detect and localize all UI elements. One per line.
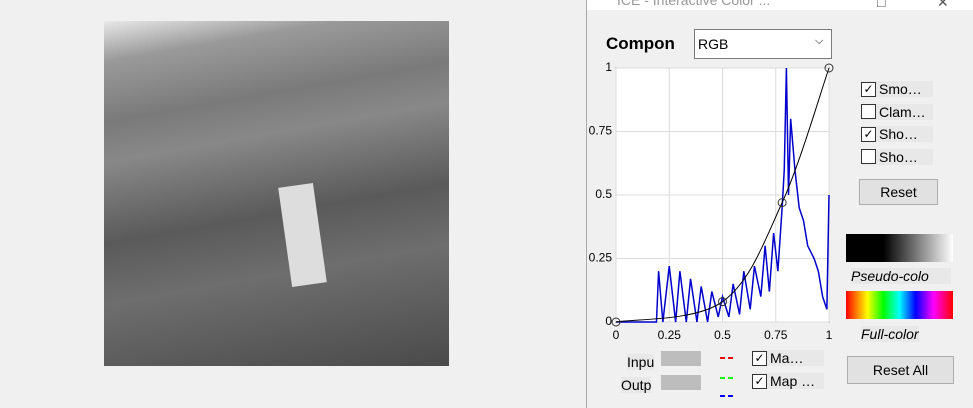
x-tick-label: 0.5: [714, 328, 731, 342]
curve: [615, 67, 830, 323]
window-title: ICE - Interactive Color ...: [617, 0, 771, 8]
y-tick-label: 0.25: [589, 251, 613, 265]
check-box[interactable]: ✓: [752, 350, 767, 366]
control-point: [824, 63, 834, 73]
check-box[interactable]: ✓: [752, 373, 767, 389]
y-tick-label: 0: [605, 314, 612, 328]
checkbox[interactable]: ✓ Map …: [752, 373, 824, 389]
checkbox-label: Map …: [770, 373, 816, 389]
x-tick-label: 1: [826, 328, 833, 342]
select-arrow: ⌵: [815, 35, 824, 47]
input-field: [661, 351, 701, 366]
channel-legend: [720, 357, 735, 397]
close[interactable]: ✕: [937, 0, 949, 10]
checkbox-label: Sho…: [879, 148, 918, 165]
output-label: Outp: [621, 377, 652, 393]
control-point: [718, 297, 727, 307]
input-label: Inpu: [627, 354, 655, 370]
full-color-label: Full-color: [861, 326, 919, 342]
component-select[interactable]: RGB ⌵: [694, 29, 832, 59]
checkbox[interactable]: Clam…: [861, 103, 933, 120]
checkbox[interactable]: ✓ Ma…: [752, 350, 824, 366]
y-tick-label: 0.75: [589, 124, 613, 138]
select-value: RGB: [698, 36, 729, 52]
control-point: [611, 317, 621, 327]
reset-button[interactable]: Reset: [859, 179, 938, 205]
reset-all-button[interactable]: Reset All: [847, 356, 954, 384]
checkbox-label: Sho…: [879, 126, 918, 142]
x-tick-label: 0.75: [764, 328, 788, 342]
histogram: [616, 67, 830, 323]
x-tick-label: 0.25: [658, 328, 682, 342]
check-box[interactable]: ✓: [861, 126, 876, 142]
check-box[interactable]: ✓: [861, 81, 876, 97]
component-label: Compon: [606, 34, 675, 53]
checkbox[interactable]: ✓ Sho…: [861, 126, 933, 142]
pseudo-color-bar[interactable]: [846, 234, 953, 262]
check-box[interactable]: [861, 149, 876, 164]
title-bar: ICE - Interactive Color ... □ ✕: [587, 0, 973, 10]
full-color-bar[interactable]: [846, 291, 953, 319]
output-field: [661, 375, 701, 390]
control-point: [777, 198, 787, 208]
checkbox-label: Smo…: [879, 81, 922, 97]
check-box[interactable]: [861, 104, 876, 119]
image: [104, 21, 449, 366]
checkbox-label: Clam…: [879, 103, 926, 120]
checkbox-label: Ma…: [770, 350, 804, 366]
y-tick-label: 1: [605, 60, 612, 74]
pseudo-color-label: Pseudo-colo: [851, 268, 951, 284]
maximize[interactable]: □: [877, 0, 886, 10]
x-tick-label: 0: [613, 328, 620, 342]
checkbox[interactable]: ✓ Smo…: [861, 81, 933, 97]
checkbox[interactable]: Sho…: [861, 148, 933, 165]
y-tick-label: 0.5: [595, 187, 612, 201]
